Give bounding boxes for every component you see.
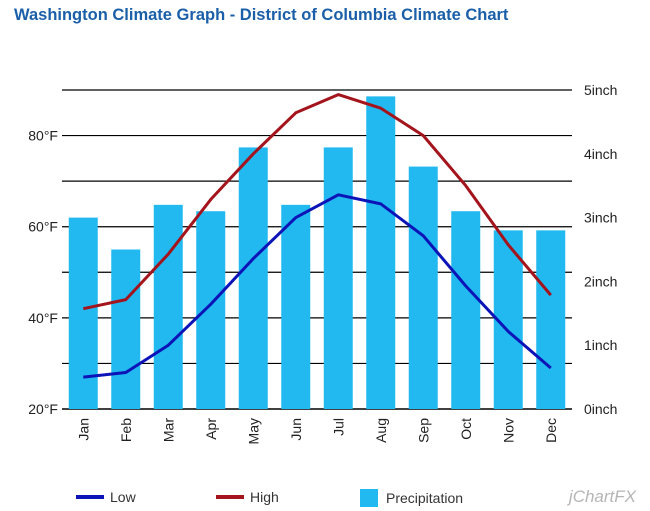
- precipitation-bar-mar: [153, 204, 183, 409]
- x-tick-label: Nov: [500, 418, 516, 443]
- y-right-tick-label: 4inch: [584, 146, 617, 162]
- y-right-tick-label: 1inch: [584, 337, 617, 353]
- jchartfx-logo: jChartFX: [568, 487, 636, 506]
- x-tick-label: Oct: [458, 418, 474, 440]
- x-tick-label: Jan: [75, 418, 91, 441]
- legend-high: High: [216, 489, 279, 505]
- precipitation-bar-jun: [281, 204, 311, 409]
- y-right-tick-label: 5inch: [584, 82, 617, 98]
- x-tick-label: Feb: [118, 418, 134, 442]
- precipitation-bar-may: [238, 147, 268, 410]
- legend-precipitation-label: Precipitation: [386, 490, 464, 506]
- precipitation-bar-dec: [536, 230, 566, 409]
- temperature-lines: [82, 93, 552, 379]
- y-left-tick-label: 40°F: [28, 310, 58, 326]
- x-tick-label: Jun: [288, 418, 304, 441]
- high-line: [82, 93, 552, 311]
- legend-precipitation: Precipitation: [360, 489, 463, 507]
- legend-low-swatch: [76, 495, 104, 499]
- low-line: [83, 193, 552, 379]
- climate-chart: 20°F 40°F 60°F 80°F 0inch 1inch 2inch 3inch 4inc…: [28, 82, 617, 444]
- legend-high-label: High: [250, 489, 279, 505]
- precipitation-bar-aug: [366, 96, 396, 409]
- x-tick-label: Apr: [203, 418, 219, 440]
- grid-lines: [62, 89, 572, 410]
- x-tick-label: Dec: [543, 418, 559, 443]
- y-left-tick-label: 20°F: [28, 401, 58, 417]
- legend-low: Low: [76, 489, 136, 505]
- y-right-tick-label: 3inch: [584, 210, 617, 226]
- x-tick-label: Jul: [330, 418, 346, 436]
- y-right-tick-label: 0inch: [584, 401, 617, 417]
- legend-high-swatch: [216, 495, 244, 499]
- y-left-tick-label: 60°F: [28, 219, 58, 235]
- y-left-tick-label: 80°F: [28, 128, 58, 144]
- precipitation-bar-jul: [323, 147, 353, 410]
- precipitation-bar-sep: [408, 166, 438, 409]
- precipitation-bar-jan: [68, 217, 98, 409]
- precipitation-bar-oct: [451, 211, 481, 409]
- axis-labels: 20°F 40°F 60°F 80°F 0inch 1inch 2inch 3inch 4inc…: [28, 82, 617, 444]
- precipitation-bar-apr: [196, 211, 226, 409]
- x-tick-label: Sep: [415, 418, 431, 443]
- chart-title: Washington Climate Graph - District of C…: [14, 6, 509, 24]
- legend-low-label: Low: [110, 489, 136, 505]
- legend-precipitation-swatch: [360, 489, 378, 507]
- x-tick-label: Aug: [373, 418, 389, 443]
- x-tick-label: Mar: [160, 418, 176, 442]
- y-right-tick-label: 2inch: [584, 273, 617, 289]
- x-tick-label: May: [245, 418, 261, 444]
- precipitation-bar-feb: [111, 249, 141, 409]
